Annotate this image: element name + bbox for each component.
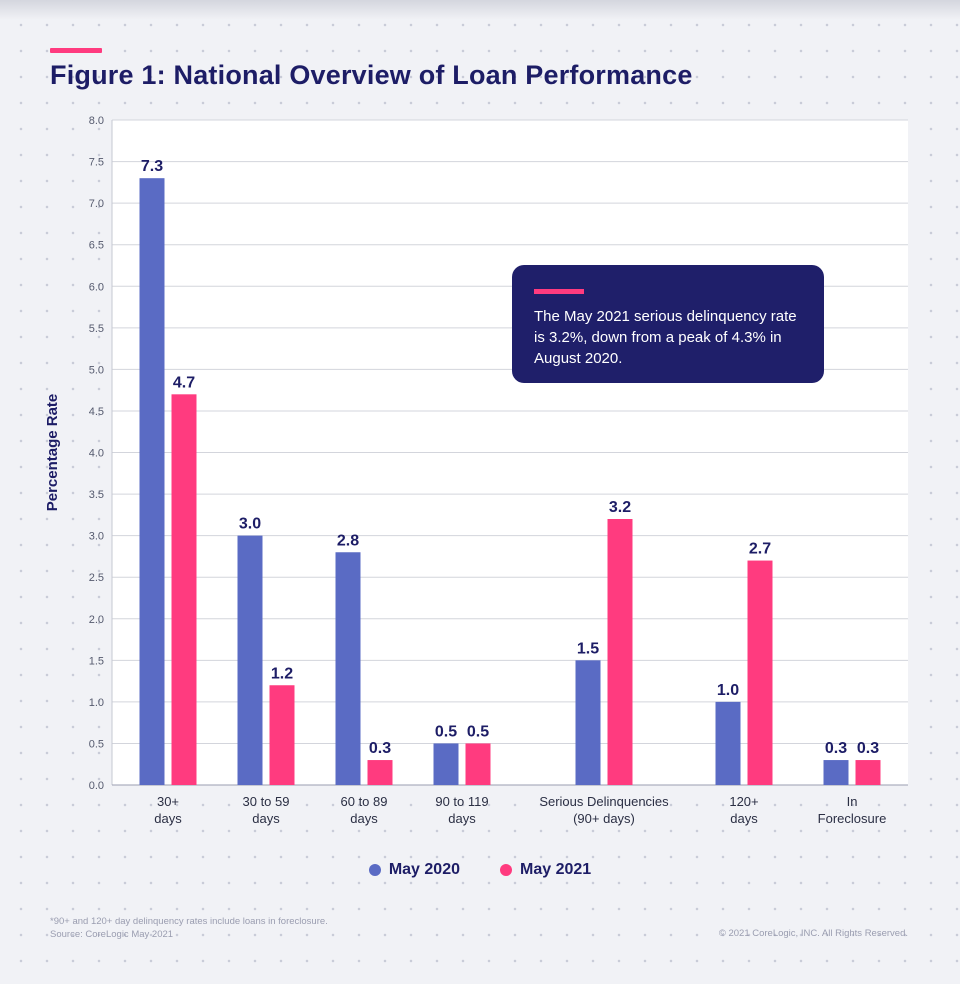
- x-tick-label: days: [448, 811, 476, 826]
- bar-may-2021: [367, 760, 393, 785]
- bar-may-2020: [335, 552, 361, 785]
- callout-accent-bar: [534, 289, 584, 294]
- y-tick-label: 0.5: [89, 738, 104, 750]
- y-tick-label: 1.0: [89, 697, 104, 709]
- bar-may-2021: [171, 394, 197, 785]
- y-tick-label: 2.5: [89, 572, 104, 584]
- bar-may-2021: [607, 519, 633, 785]
- y-tick-label: 3.5: [89, 489, 104, 501]
- x-tick-label: 30 to 59: [243, 794, 290, 809]
- x-tick-label: Foreclosure: [818, 811, 887, 826]
- x-tick-label: 60 to 89: [341, 794, 388, 809]
- x-tick-label: days: [350, 811, 378, 826]
- x-tick-label: 30+: [157, 794, 179, 809]
- footnote-line-1: *90+ and 120+ day delinquency rates incl…: [50, 916, 328, 927]
- bar-may-2021: [855, 760, 881, 785]
- bar-may-2020: [575, 660, 601, 785]
- data-label: 1.5: [577, 640, 599, 657]
- callout-box: The May 2021 serious delinquency rate is…: [512, 265, 824, 383]
- bar-may-2020: [139, 178, 165, 785]
- y-tick-label: 4.5: [89, 406, 104, 418]
- y-tick-label: 1.5: [89, 655, 104, 667]
- data-label: 2.8: [337, 532, 359, 549]
- x-tick-label: 90 to 119: [435, 794, 488, 809]
- y-tick-label: 8.0: [89, 115, 104, 127]
- bar-may-2021: [269, 685, 295, 785]
- data-label: 0.5: [467, 723, 489, 740]
- bar-may-2020: [433, 743, 459, 785]
- y-tick-label: 7.5: [89, 157, 104, 169]
- bar-may-2021: [747, 560, 773, 785]
- x-tick-label: 120+: [729, 794, 758, 809]
- legend-swatch-may-2020: [368, 864, 381, 876]
- bar-may-2020: [715, 701, 741, 785]
- data-label: 0.3: [857, 740, 879, 757]
- y-tick-label: 0.0: [89, 780, 104, 792]
- legend-item-may-2020: May 2020: [368, 861, 460, 879]
- y-tick-label: 3.0: [89, 531, 104, 543]
- callout-text: The May 2021 serious delinquency rate is…: [534, 308, 797, 367]
- x-tick-label: (90+ days): [573, 811, 635, 826]
- x-tick-label: days: [730, 811, 758, 826]
- bar-may-2020: [237, 535, 263, 785]
- top-shade: [0, 0, 960, 20]
- data-label: 0.3: [369, 740, 391, 757]
- y-axis-label: Percentage Rate: [44, 394, 61, 512]
- y-tick-label: 6.5: [89, 240, 104, 252]
- x-tick-label: days: [252, 811, 280, 826]
- y-tick-label: 2.0: [89, 614, 104, 626]
- x-tick-label: days: [154, 811, 182, 826]
- bar-may-2020: [823, 760, 849, 785]
- y-tick-label: 5.5: [89, 323, 104, 335]
- legend-label-may-2021: May 2021: [520, 861, 592, 878]
- title-accent-bar: [50, 48, 102, 53]
- data-label: 3.2: [609, 499, 631, 516]
- data-label: 7.3: [141, 158, 163, 175]
- x-tick-label: Serious Delinquencies: [539, 794, 669, 809]
- y-tick-label: 6.0: [89, 281, 104, 293]
- data-label: 1.0: [717, 682, 739, 699]
- bar-may-2021: [465, 743, 491, 785]
- data-label: 2.7: [749, 541, 771, 558]
- copyright: © 2021 CoreLogic, INC. All Rights Reserv…: [718, 928, 908, 939]
- y-tick-label: 7.0: [89, 198, 104, 210]
- data-label: 0.5: [435, 723, 457, 740]
- footnote-source: Source: CoreLogic May 2021: [50, 929, 174, 940]
- data-label: 0.3: [825, 740, 847, 757]
- x-tick-label: In: [847, 794, 858, 809]
- data-label: 4.7: [173, 374, 195, 391]
- y-tick-label: 4.0: [89, 448, 104, 460]
- legend-label-may-2020: May 2020: [388, 861, 460, 878]
- footnote: *90+ and 120+ day delinquency rates incl…: [50, 915, 328, 941]
- legend-item-may-2021: May 2021: [500, 861, 591, 879]
- chart-title: Figure 1: National Overview of Loan Perf…: [50, 60, 693, 90]
- y-tick-label: 5.0: [89, 364, 104, 376]
- chart-legend: May 2020 May 2021: [0, 861, 960, 879]
- data-label: 1.2: [271, 665, 293, 682]
- data-label: 3.0: [239, 516, 261, 533]
- legend-swatch-may-2021: [500, 864, 512, 876]
